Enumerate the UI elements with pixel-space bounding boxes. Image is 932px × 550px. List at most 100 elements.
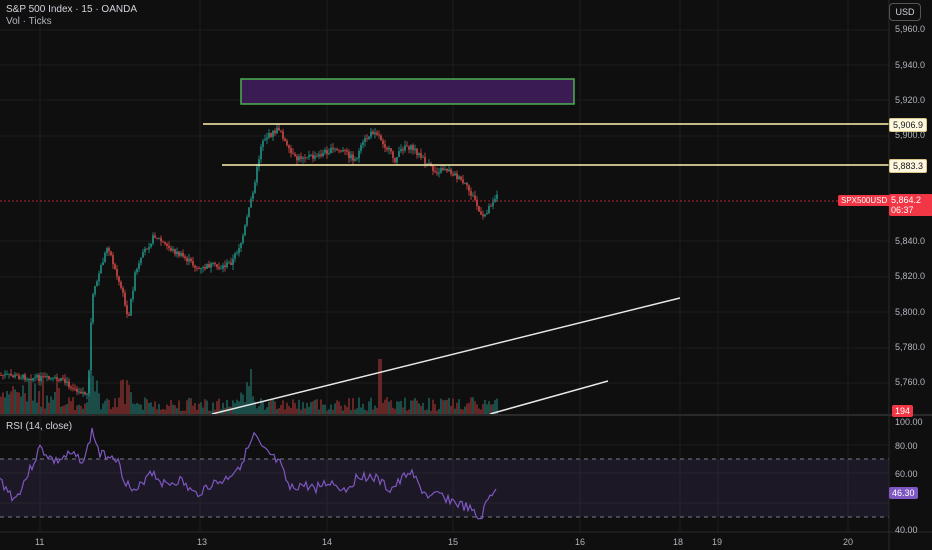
volume-bar [370,397,372,414]
candle-body [180,253,182,256]
volume-bar [316,399,318,414]
candle-body [472,195,474,197]
volume-bar [142,409,144,414]
volume-bar [264,409,266,414]
volume-bar [418,403,420,414]
volume-bar [476,404,478,414]
volume-bar [302,402,304,414]
candle-body [62,378,64,379]
volume-bar [320,399,322,414]
volume-bar [364,409,366,414]
candle-body [314,155,316,159]
candle-body [318,154,320,157]
candle-body [182,253,184,257]
volume-bar [86,402,88,414]
candle-body [174,249,176,255]
supply-zone-rectangle[interactable] [240,78,575,105]
volume-bar [188,397,190,414]
volume-bar [210,410,212,414]
volume-bar [272,399,274,414]
candle-body [208,264,210,268]
symbol-legend[interactable]: S&P 500 Index · 15 · OANDA [6,4,137,15]
candle-body [96,281,98,287]
candle-body [286,140,288,146]
volume-bar [390,400,392,414]
price-label: 5,780.0 [895,342,926,352]
candle-body [466,182,468,186]
candle-body [270,132,272,137]
candle-body [58,379,60,381]
candle-body [436,172,438,174]
volume-bar [8,394,10,414]
volume-bar [28,378,30,414]
volume-bar [204,399,206,414]
candle-body [280,130,282,132]
candle-body [300,156,302,159]
trendline-lower[interactable] [489,380,609,415]
candle-body [114,264,116,270]
candle-body [258,159,260,167]
volume-bar [214,409,216,414]
volume-bar [22,385,24,414]
candle-body [8,373,10,375]
volume-bar [490,404,492,414]
candle-body [490,206,492,207]
candle-body [14,374,16,378]
volume-bar [468,402,470,414]
candle-body [172,249,174,251]
volume-bar [280,404,282,414]
volume-bar [2,392,4,414]
price-label: 5,940.0 [895,60,926,70]
volume-bar [70,401,72,414]
candle-body [482,214,484,217]
volume-bar [202,407,204,414]
volume-bar [392,407,394,414]
volume-bar [206,400,208,414]
time-label: 18 [673,537,684,547]
candle-body [334,148,336,150]
candle-body [332,147,334,150]
candle-body [330,147,332,154]
candle-body [194,265,196,268]
trendline-upper[interactable] [211,297,681,415]
candle-body [496,194,498,200]
candle-body [464,182,466,184]
candle-body [450,169,452,174]
volume-bar [60,406,62,414]
candle-body [438,172,440,174]
volume-bar [290,407,292,414]
volume-bar [462,409,464,414]
candle-body [346,150,348,152]
candle-body [448,169,450,172]
candle-body [2,375,4,376]
candle-body [98,273,100,282]
candle-body [202,266,204,268]
time-label: 20 [843,537,854,547]
candle-body [130,299,132,316]
volume-bar [226,399,228,414]
candle-body [426,163,428,165]
candle-body [158,237,160,239]
candle-body [304,157,306,159]
candle-body [28,378,30,380]
candle-body [312,154,314,159]
volume-bar [296,408,298,414]
currency-button[interactable]: USD [889,3,921,21]
volume-legend[interactable]: Vol · Ticks [6,16,52,27]
candle-body [212,263,214,264]
candle-body [396,157,398,163]
candle-body [324,150,326,153]
candle-body [272,130,274,137]
candle-body [494,199,496,203]
candle-body [336,148,338,151]
candle-body [198,268,200,269]
volume-bar [360,407,362,414]
candle-body [86,393,88,395]
candle-body [44,376,46,378]
candle-body [70,387,72,389]
volume-bar [358,397,360,414]
candle-body [406,145,408,147]
volume-bar [466,403,468,414]
rsi-legend[interactable]: RSI (14, close) [6,421,73,432]
